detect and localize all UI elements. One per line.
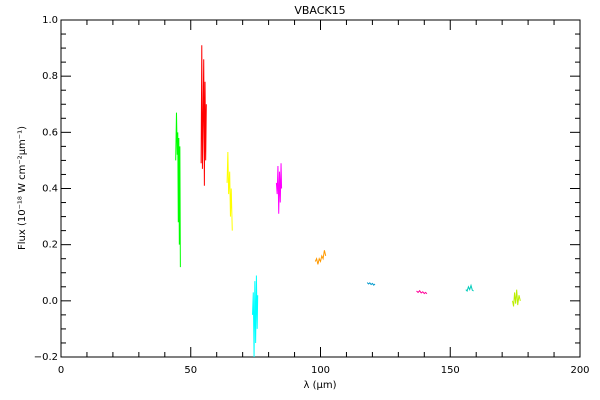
x-tick-label: 200 [570, 365, 589, 376]
x-tick-label: 100 [311, 365, 330, 376]
y-tick-label: 0.6 [42, 127, 58, 138]
chart-title: VBACK15 [294, 4, 345, 17]
data-line [275, 163, 283, 214]
data-line [175, 112, 181, 268]
data-line [416, 289, 428, 295]
y-tick-label: 1.0 [42, 15, 58, 26]
data-line [252, 275, 259, 358]
x-tick-label: 0 [58, 365, 64, 376]
y-tick-label: 0.0 [42, 296, 58, 307]
y-axis-label: Flux (10⁻¹⁸ W cm⁻²µm⁻¹) [17, 126, 28, 250]
data-line [200, 45, 207, 186]
data-line [512, 289, 521, 307]
x-tick-label: 150 [441, 365, 460, 376]
x-axis-label: λ (µm) [303, 380, 336, 391]
y-tick-label: 0.2 [42, 240, 58, 251]
y-tick-label: 0.8 [42, 71, 58, 82]
data-line [226, 151, 233, 231]
x-tick-label: 50 [184, 365, 197, 376]
data-line [465, 283, 474, 292]
y-tick-label: 0.4 [42, 184, 58, 195]
data-line [314, 250, 327, 265]
y-tick-label: −0.2 [34, 352, 58, 363]
data-line [366, 282, 376, 286]
